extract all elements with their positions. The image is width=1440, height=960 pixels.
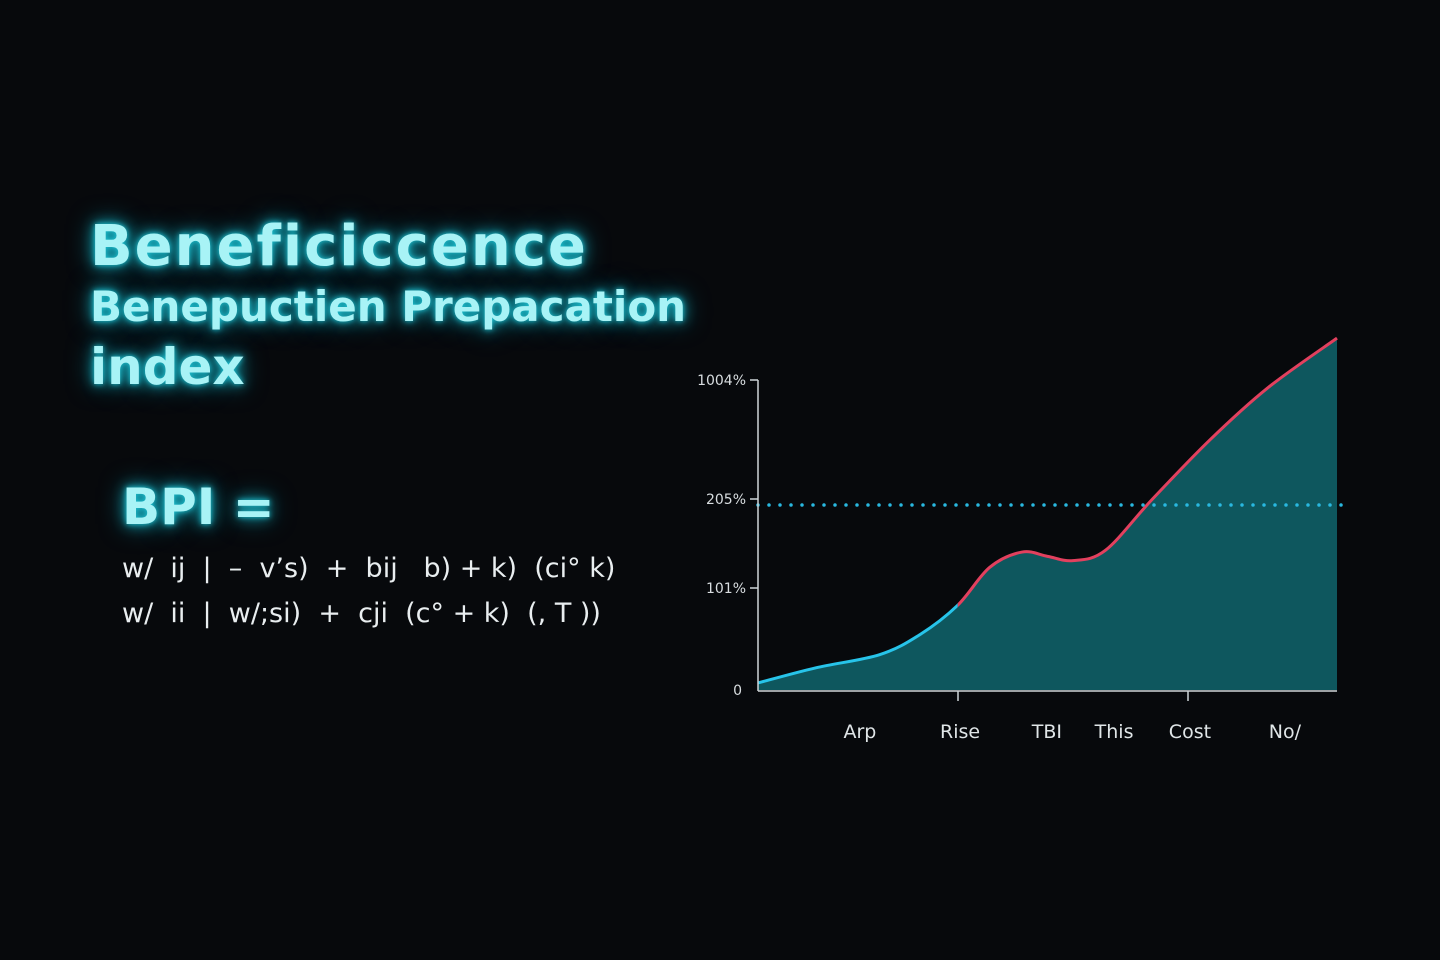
y-tick-label: 1004% bbox=[697, 373, 746, 389]
series-line-high bbox=[957, 336, 1338, 608]
x-tick-label: No/ bbox=[1269, 721, 1302, 743]
x-tick-label: This bbox=[1094, 721, 1134, 743]
formula-line-1: w/ ij | – v’s) + bij b) + k) (ci° k) bbox=[122, 553, 616, 584]
formula-lhs: BPI = bbox=[122, 478, 275, 536]
title-line-1: Beneficiccence bbox=[90, 214, 588, 279]
y-tick-label: 0 bbox=[733, 683, 742, 699]
title-line-2: Benepuctien Prepacation bbox=[90, 282, 687, 331]
x-tick-label: Cost bbox=[1169, 721, 1211, 743]
x-tick-label: Rise bbox=[940, 721, 980, 743]
y-tick-label: 205% bbox=[706, 492, 746, 508]
series-line-low bbox=[757, 602, 958, 685]
area-fill bbox=[758, 338, 1337, 690]
formula-line-2: w/ ii | w/;si) + cji (c° + k) (, T )) bbox=[122, 598, 601, 629]
x-tick-label: Arp bbox=[843, 721, 876, 743]
y-tick-label: 101% bbox=[706, 581, 746, 597]
title-line-3: index bbox=[90, 338, 245, 396]
x-tick-label: TBI bbox=[1031, 721, 1062, 743]
